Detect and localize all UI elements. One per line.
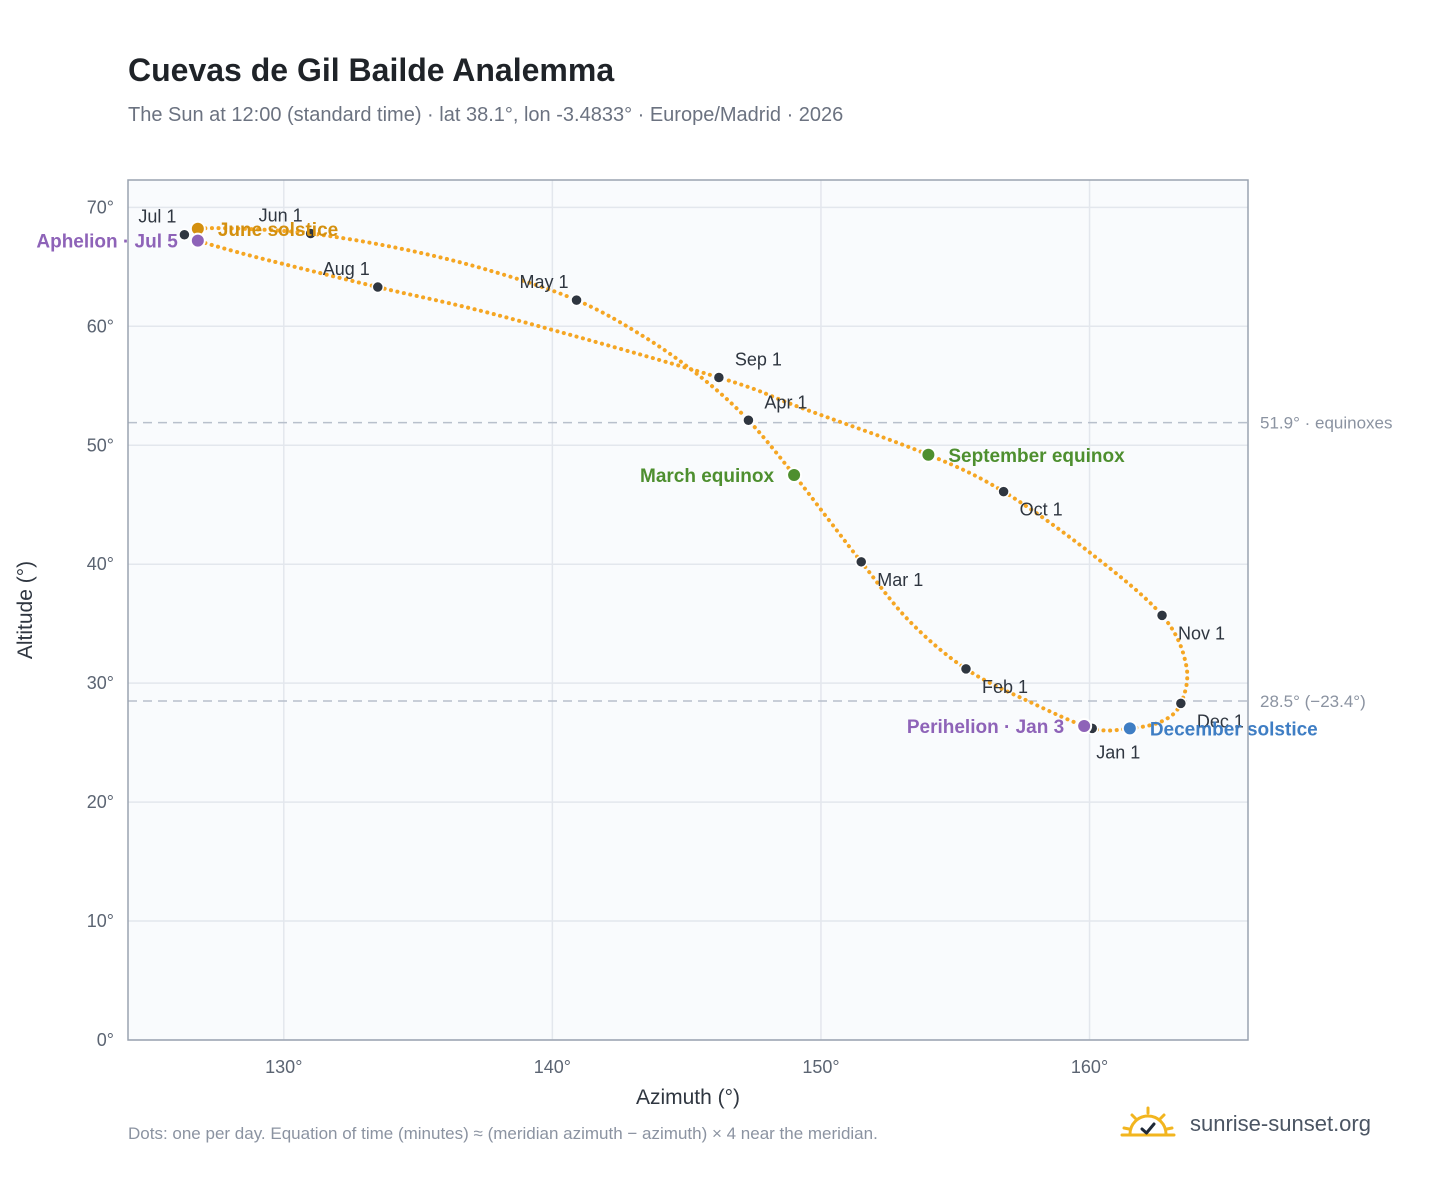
month-label: Jun 1: [259, 206, 303, 226]
chart-subtitle: The Sun at 12:00 (standard time) · lat 3…: [128, 104, 844, 126]
month-label: Nov 1: [1178, 623, 1225, 643]
month-label: Mar 1: [877, 570, 923, 590]
reference-line-label: 51.9° · equinoxes: [1260, 414, 1393, 433]
month-marker: [712, 371, 726, 384]
brand-name: sunrise-sunset.org: [1190, 1111, 1371, 1136]
reference-line-label: 28.5° (−23.4°): [1260, 692, 1366, 711]
month-label: Jan 1: [1096, 742, 1140, 762]
x-axis-label: Azimuth (°): [636, 1086, 740, 1109]
x-tick-label: 140°: [534, 1057, 571, 1077]
event-label: December solstice: [1150, 719, 1318, 740]
grid-lines: [128, 180, 1248, 1041]
y-tick-label: 10°: [87, 911, 114, 931]
y-tick-label: 50°: [87, 435, 114, 455]
event-label: September equinox: [948, 446, 1125, 467]
reference-lines: 51.9° · equinoxes 28.5° (−23.4°): [128, 414, 1393, 711]
y-tick-label: 20°: [87, 792, 114, 812]
event-marker: [1121, 720, 1138, 737]
event-marker: [1076, 717, 1093, 734]
event-markers: June solstice Aphelion · Jul 5 March equin…: [36, 220, 1317, 741]
month-label: Dec 1: [1197, 711, 1244, 731]
month-marker: [1155, 609, 1169, 622]
event-label: Perihelion · Jan 3: [907, 717, 1064, 738]
y-tick-label: 60°: [87, 316, 114, 336]
x-tick-label: 160°: [1071, 1057, 1108, 1077]
month-label: May 1: [520, 272, 569, 292]
footnote: Dots: one per day. Equation of time (min…: [128, 1124, 878, 1143]
event-label: June solstice: [218, 220, 338, 241]
y-tick-label: 70°: [87, 197, 114, 217]
month-marker: [178, 228, 191, 241]
month-marker: [570, 293, 583, 307]
month-marker: [997, 485, 1010, 498]
plot-border: [127, 179, 1249, 1041]
month-marker: [1174, 697, 1188, 710]
x-tick-label: 130°: [265, 1057, 302, 1077]
month-label: Jul 1: [138, 207, 176, 227]
month-marker: [854, 555, 868, 569]
event-marker: [786, 466, 803, 483]
event-marker: [189, 232, 206, 249]
month-marker: [371, 280, 385, 294]
x-tick-label: 150°: [802, 1057, 839, 1077]
y-tick-label: 40°: [87, 554, 114, 574]
chart-title: Cuevas de Gil Bailde Analemma: [128, 52, 615, 88]
event-label: Aphelion · Jul 5: [36, 232, 178, 253]
analemma-path: [182, 226, 1190, 733]
month-label: Feb 1: [982, 677, 1028, 697]
month-label: Apr 1: [764, 392, 807, 412]
y-tick-label: 0°: [97, 1030, 114, 1050]
y-axis-label: Altitude (°): [14, 561, 37, 659]
event-marker: [920, 446, 937, 463]
month-marker: [742, 414, 755, 427]
month-markers: Jan 1 Feb 1 Mar 1 Apr 1 May 1 Jun 1 Jul 1 Aug 1…: [138, 206, 1244, 763]
month-label: Oct 1: [1020, 500, 1063, 520]
analemma-curve: [182, 226, 1190, 733]
sun-check-icon: [1120, 1106, 1176, 1137]
month-label: Aug 1: [323, 259, 370, 279]
axis-ticks: 130° 140° 150° 160° 0° 10° 20° 30° 40° 50° 60° 70°: [87, 197, 1108, 1077]
brand-link[interactable]: sunrise-sunset.org: [1120, 1104, 1371, 1144]
month-label: Sep 1: [735, 349, 782, 369]
event-label: March equinox: [640, 466, 775, 487]
y-tick-label: 30°: [87, 673, 114, 693]
month-marker: [959, 662, 973, 676]
plot-area: [128, 180, 1248, 1040]
month-marker: [304, 227, 317, 240]
